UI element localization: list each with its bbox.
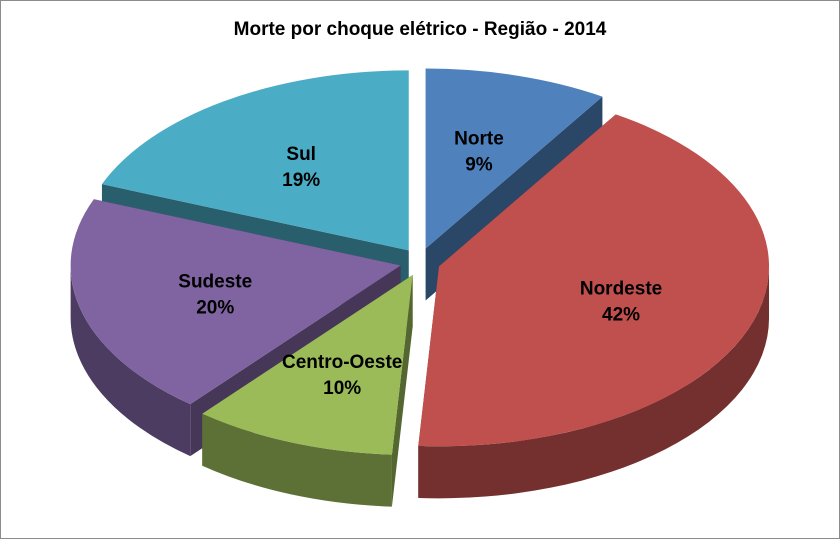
slice-value-sudeste: 20% (196, 297, 234, 318)
chart-title: Morte por choque elétrico - Região - 201… (233, 19, 607, 40)
slice-value-centro-oeste: 10% (323, 378, 361, 399)
slice-value-sul: 19% (282, 170, 320, 191)
slice-outer-wall-sudeste (70, 265, 191, 457)
slice-value-nordeste: 42% (602, 305, 640, 326)
slice-label-norte: Norte (454, 128, 504, 149)
slice-outer-wall-nordeste (418, 266, 770, 499)
slice-top-nordeste (418, 114, 770, 447)
slice-centro-oeste (202, 275, 413, 507)
slice-top-sul (101, 70, 409, 251)
slice-top-centro-oeste (202, 275, 413, 455)
slice-label-centro-oeste: Centro-Oeste (282, 352, 402, 373)
slice-outer-wall-centro-oeste (202, 413, 392, 507)
slice-label-sul: Sul (286, 144, 316, 165)
slice-top-sudeste (70, 199, 401, 405)
slice-side-wall-centro-oeste (391, 275, 413, 507)
slice-nordeste (418, 114, 770, 499)
slice-top-norte (425, 68, 603, 249)
slice-label-nordeste: Nordeste (580, 279, 662, 300)
slice-value-norte: 9% (465, 154, 493, 175)
slice-label-sudeste: Sudeste (178, 271, 252, 292)
